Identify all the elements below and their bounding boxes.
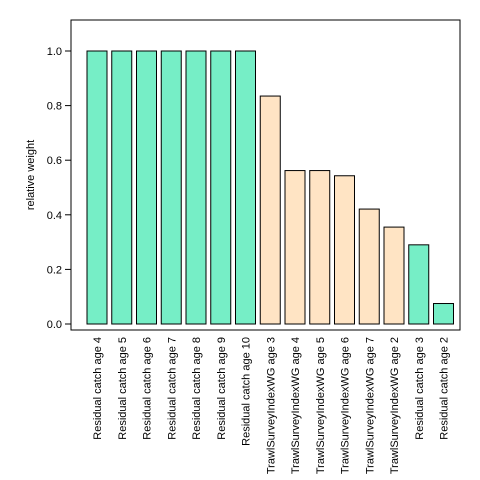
x-tick-label: Residual catch age 9	[216, 337, 228, 440]
y-axis-label: relative weight	[25, 140, 37, 210]
bar-14	[408, 244, 430, 325]
y-tick-label: 0.6	[47, 155, 62, 167]
y-tick-label: 0.2	[47, 264, 62, 276]
bars-group	[86, 50, 454, 325]
y-tick-label: 0.4	[47, 210, 62, 222]
x-tick-label: TrawlSurveyIndexWG age 3	[265, 337, 277, 474]
x-tick-label: TrawlSurveyIndexWG age 5	[315, 337, 327, 474]
x-tick-label: Residual catch age 2	[439, 337, 451, 440]
x-tick-labels: Residual catch age 4 Residual catch age 5…	[92, 337, 451, 474]
bar-2	[111, 50, 133, 325]
bar-11	[334, 175, 355, 325]
x-tick-label: Residual catch age 5	[117, 337, 129, 440]
x-tick-label: TrawlSurveyIndexWG age 7	[364, 337, 376, 474]
bar-15	[433, 303, 454, 325]
x-tick-label: Residual catch age 10	[241, 337, 253, 446]
bar-10	[309, 170, 331, 325]
bar-6	[210, 50, 232, 325]
x-tick-label: Residual catch age 7	[166, 337, 178, 440]
x-tick-label: TrawlSurveyIndexWG age 6	[340, 337, 352, 474]
x-tick-label: Residual catch age 8	[191, 337, 203, 440]
bar-9	[284, 170, 306, 325]
bar-5	[185, 50, 207, 325]
bar-4	[160, 50, 182, 325]
x-tick-label: Residual catch age 4	[92, 337, 104, 440]
y-tick-label: 0.0	[47, 319, 62, 331]
bar-1	[86, 50, 108, 325]
y-tick-label: 1.0	[47, 46, 62, 58]
bar-13	[383, 226, 405, 325]
bar-3	[136, 50, 157, 325]
x-tick-label: TrawlSurveyIndexWG age 2	[389, 337, 401, 474]
y-axis: 0.0 0.2 0.4 0.6 0.8 1.0	[47, 46, 71, 331]
bar-12	[358, 208, 380, 325]
y-tick-label: 0.8	[47, 101, 62, 113]
x-tick-label: TrawlSurveyIndexWG age 4	[290, 337, 302, 474]
x-tick-label: Residual catch age 3	[414, 337, 426, 440]
plot-frame	[70, 19, 461, 331]
bar-7	[235, 50, 256, 325]
x-tick-label: Residual catch age 6	[142, 337, 154, 440]
bar-8	[259, 95, 281, 325]
